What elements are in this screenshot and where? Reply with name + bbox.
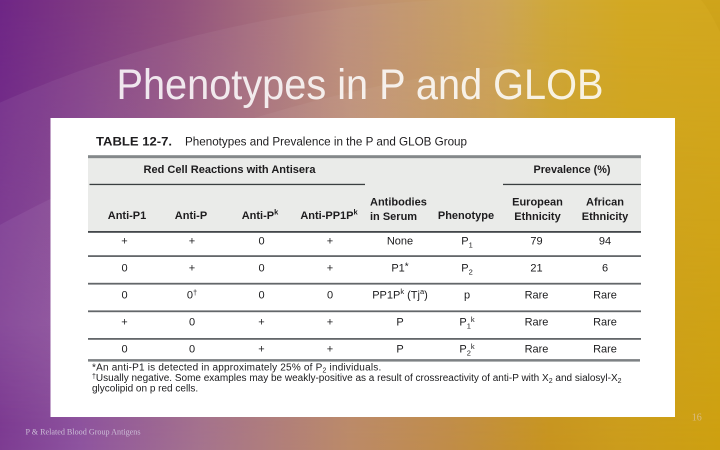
svg-text:+: +: [189, 263, 195, 275]
svg-text:0: 0: [121, 263, 127, 275]
svg-text:Phenotype: Phenotype: [438, 210, 494, 222]
svg-text:Anti-PP1Pk: Anti-PP1Pk: [300, 208, 358, 223]
svg-text:Anti-P: Anti-P: [175, 210, 207, 222]
svg-text:0†: 0†: [187, 288, 197, 302]
svg-text:6: 6: [602, 263, 608, 275]
svg-text:P2: P2: [461, 263, 473, 277]
svg-text:p: p: [464, 290, 470, 302]
svg-text:Ethnicity: Ethnicity: [582, 211, 629, 223]
svg-text:Rare: Rare: [593, 317, 617, 329]
svg-text:P & Related Blood Group Antige: P & Related Blood Group Antigens: [26, 428, 141, 437]
svg-text:+: +: [327, 344, 333, 356]
svg-text:P: P: [396, 344, 403, 356]
svg-text:Rare: Rare: [525, 317, 549, 329]
svg-text:+: +: [258, 344, 264, 356]
svg-text:Anti-Pk: Anti-Pk: [242, 208, 279, 223]
svg-text:79: 79: [530, 236, 542, 248]
svg-text:Phenotypes and Prevalence in t: Phenotypes and Prevalence in the P and G…: [185, 135, 467, 149]
svg-text:Antibodies: Antibodies: [370, 197, 427, 209]
svg-text:P: P: [396, 317, 403, 329]
svg-text:African: African: [586, 197, 624, 209]
svg-text:16: 16: [692, 413, 702, 424]
svg-text:TABLE 12-7.: TABLE 12-7.: [96, 135, 172, 149]
svg-text:0: 0: [121, 344, 127, 356]
svg-text:Rare: Rare: [525, 290, 549, 302]
svg-text:None: None: [387, 236, 413, 248]
svg-text:Rare: Rare: [593, 290, 617, 302]
svg-text:0: 0: [121, 290, 127, 302]
svg-text:+: +: [327, 236, 333, 248]
svg-text:0: 0: [189, 317, 195, 329]
svg-text:glycolipid on p red cells.: glycolipid on p red cells.: [92, 384, 198, 395]
svg-text:PP1Pk (Tja): PP1Pk (Tja): [372, 287, 428, 302]
svg-text:in Serum: in Serum: [370, 211, 417, 223]
svg-text:0: 0: [258, 236, 264, 248]
svg-text:P1: P1: [461, 236, 473, 250]
svg-text:*An anti-P1 is detected in app: *An anti-P1 is detected in approximately…: [92, 363, 381, 375]
svg-text:0: 0: [258, 290, 264, 302]
svg-text:Ethnicity: Ethnicity: [514, 211, 561, 223]
svg-text:21: 21: [530, 263, 542, 275]
svg-text:+: +: [258, 317, 264, 329]
svg-text:94: 94: [599, 236, 611, 248]
svg-text:0: 0: [189, 344, 195, 356]
svg-text:+: +: [327, 317, 333, 329]
svg-text:European: European: [512, 197, 563, 209]
svg-text:+: +: [327, 263, 333, 275]
svg-text:0: 0: [258, 263, 264, 275]
svg-text:Anti-P1: Anti-P1: [108, 210, 147, 222]
svg-text:Rare: Rare: [525, 344, 549, 356]
svg-text:+: +: [121, 317, 127, 329]
svg-text:Rare: Rare: [593, 344, 617, 356]
svg-text:0: 0: [327, 290, 333, 302]
svg-text:Red Cell Reactions with Antise: Red Cell Reactions with Antisera: [144, 164, 317, 176]
svg-text:Prevalence (%): Prevalence (%): [534, 164, 611, 176]
svg-text:+: +: [121, 236, 127, 248]
svg-text:P1*: P1*: [391, 262, 408, 275]
svg-text:+: +: [189, 236, 195, 248]
svg-text:†Usually negative. Some exampl: †Usually negative. Some examples may be …: [92, 373, 622, 385]
svg-text:Phenotypes in P and GLOB: Phenotypes in P and GLOB: [117, 61, 604, 109]
